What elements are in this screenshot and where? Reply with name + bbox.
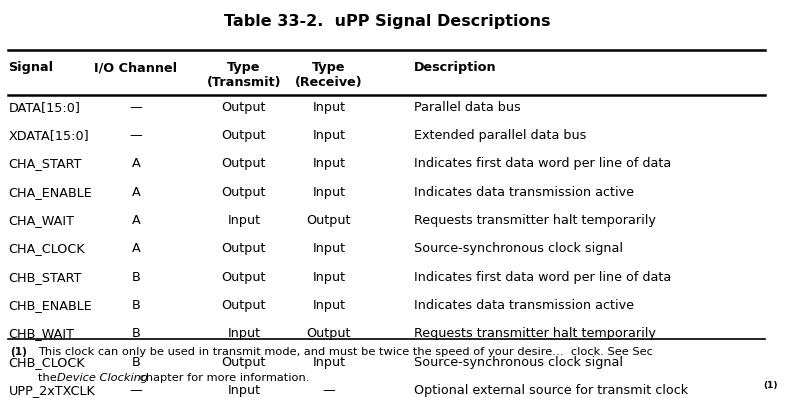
Text: Indicates data transmission active: Indicates data transmission active [414, 299, 634, 312]
Text: CHA_START: CHA_START [9, 157, 82, 170]
Text: Source-synchronous clock signal: Source-synchronous clock signal [414, 356, 623, 369]
Text: —: — [129, 129, 142, 142]
Text: Indicates data transmission active: Indicates data transmission active [414, 185, 634, 199]
Text: —: — [129, 101, 142, 113]
Text: —: — [323, 384, 336, 397]
Text: This clock can only be used in transmit mode, and must be twice the speed of you: This clock can only be used in transmit … [38, 347, 653, 357]
Text: Source-synchronous clock signal: Source-synchronous clock signal [414, 242, 623, 255]
Text: Requests transmitter halt temporarily: Requests transmitter halt temporarily [414, 214, 656, 227]
Text: Input: Input [312, 129, 345, 142]
Text: B: B [132, 327, 140, 340]
Text: A: A [132, 185, 140, 199]
Text: Output: Output [221, 129, 266, 142]
Text: Input: Input [228, 327, 260, 340]
Text: Extended parallel data bus: Extended parallel data bus [414, 129, 586, 142]
Text: Input: Input [312, 185, 345, 199]
Text: the: the [38, 373, 60, 383]
Text: A: A [132, 157, 140, 170]
Text: chapter for more information.: chapter for more information. [136, 373, 309, 383]
Text: XDATA[15:0]: XDATA[15:0] [9, 129, 89, 142]
Text: UPP_2xTXCLK: UPP_2xTXCLK [9, 384, 95, 397]
Text: A: A [132, 242, 140, 255]
Text: Output: Output [307, 214, 351, 227]
Text: Device Clocking: Device Clocking [57, 373, 148, 383]
Text: Output: Output [221, 356, 266, 369]
Text: CHB_WAIT: CHB_WAIT [9, 327, 74, 340]
Text: (1): (1) [764, 381, 778, 390]
Text: Input: Input [312, 101, 345, 113]
Text: CHB_START: CHB_START [9, 271, 82, 284]
Text: A: A [132, 214, 140, 227]
Text: I/O Channel: I/O Channel [94, 61, 177, 74]
Text: (1): (1) [10, 347, 27, 357]
Text: Input: Input [312, 157, 345, 170]
Text: Input: Input [228, 214, 260, 227]
Text: Table 33-2.  uPP Signal Descriptions: Table 33-2. uPP Signal Descriptions [224, 14, 550, 29]
Text: Indicates first data word per line of data: Indicates first data word per line of da… [414, 271, 671, 284]
Text: Input: Input [228, 384, 260, 397]
Text: B: B [132, 356, 140, 369]
Text: Output: Output [307, 327, 351, 340]
Text: Requests transmitter halt temporarily: Requests transmitter halt temporarily [414, 327, 656, 340]
Text: CHB_CLOCK: CHB_CLOCK [9, 356, 85, 369]
Text: CHA_WAIT: CHA_WAIT [9, 214, 74, 227]
Text: Optional external source for transmit clock: Optional external source for transmit cl… [414, 384, 688, 397]
Text: Output: Output [221, 299, 266, 312]
Text: Type
(Receive): Type (Receive) [295, 61, 363, 89]
Text: —: — [129, 384, 142, 397]
Text: CHB_ENABLE: CHB_ENABLE [9, 299, 92, 312]
Text: Signal: Signal [9, 61, 54, 74]
Text: Input: Input [312, 271, 345, 284]
Text: Output: Output [221, 101, 266, 113]
Text: Input: Input [312, 242, 345, 255]
Text: Output: Output [221, 271, 266, 284]
Text: Input: Input [312, 356, 345, 369]
Text: Type
(Transmit): Type (Transmit) [207, 61, 281, 89]
Text: CHA_CLOCK: CHA_CLOCK [9, 242, 85, 255]
Text: Parallel data bus: Parallel data bus [414, 101, 521, 113]
Text: CHA_ENABLE: CHA_ENABLE [9, 185, 92, 199]
Text: Output: Output [221, 157, 266, 170]
Text: Output: Output [221, 242, 266, 255]
Text: B: B [132, 271, 140, 284]
Text: Output: Output [221, 185, 266, 199]
Text: Indicates first data word per line of data: Indicates first data word per line of da… [414, 157, 671, 170]
Text: B: B [132, 299, 140, 312]
Text: Description: Description [414, 61, 496, 74]
Text: DATA[15:0]: DATA[15:0] [9, 101, 80, 113]
Text: Input: Input [312, 299, 345, 312]
